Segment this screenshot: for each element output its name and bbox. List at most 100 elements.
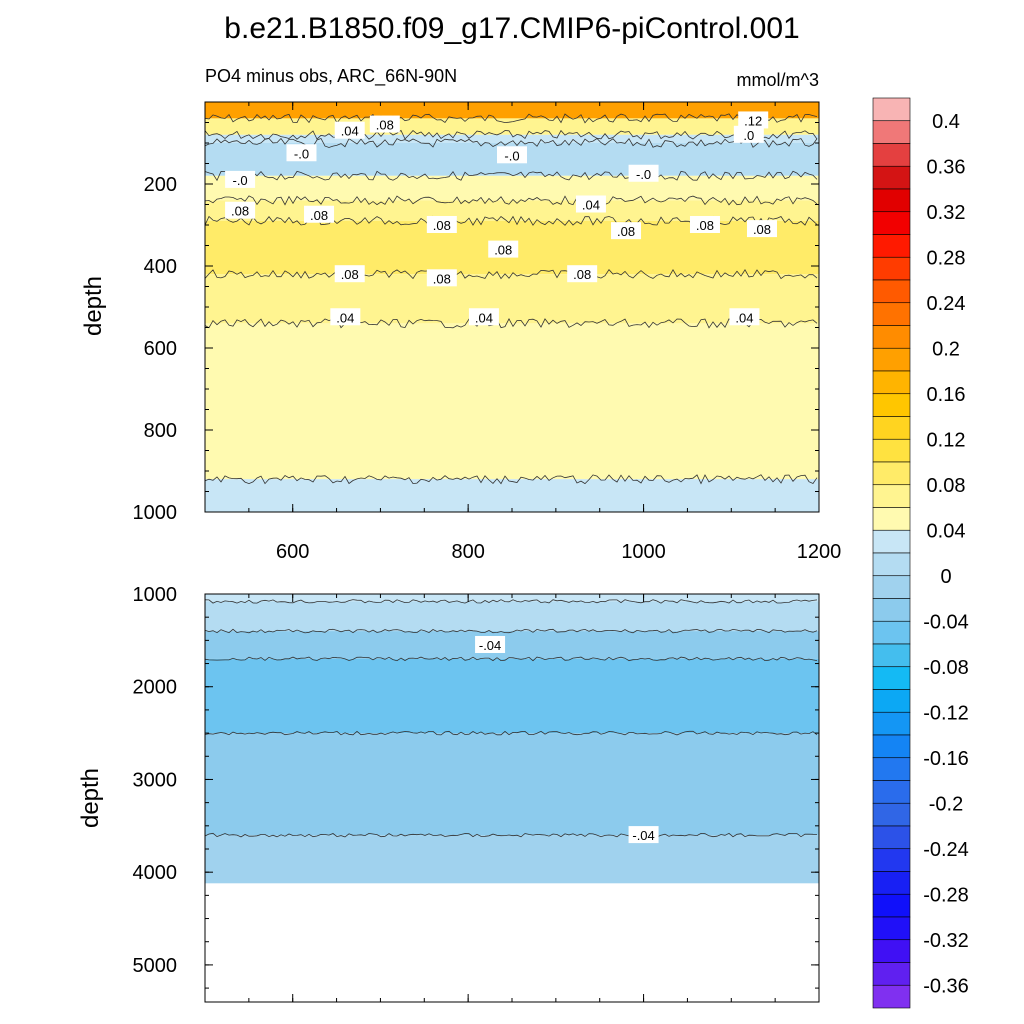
contour-label: .04 (468, 308, 499, 326)
y-tick-label: 1000 (133, 502, 178, 524)
colorbar-box (872, 256, 911, 281)
colorbar-box (872, 416, 911, 440)
colorbar-box (872, 939, 911, 963)
contour-label: .08 (369, 115, 400, 133)
contour-line (204, 113, 818, 124)
bottom-panel-ylabel: depth (77, 768, 104, 828)
colorbar-box (872, 825, 911, 850)
y-tick-label: 800 (144, 420, 177, 442)
contour-label: -.0 (497, 146, 527, 164)
contour-line (204, 599, 818, 604)
bottom-panel-ticks: 1000 2000 3000 4000 5000 (133, 584, 820, 1002)
colorbar-box (872, 302, 911, 326)
contour-label-text: .04 (341, 124, 359, 139)
colorbar-box (872, 757, 911, 781)
contour-line (204, 656, 818, 662)
colorbar-box (872, 507, 911, 531)
contour-label-text: .04 (735, 310, 753, 325)
contour-band (205, 835, 819, 884)
contour-label-text: -.0 (504, 148, 519, 163)
contour-label: .08 (746, 220, 777, 238)
top-panel-ticks: 200 400 600 800 1000 600 800 1000 1200 (133, 101, 842, 563)
contour-label-text: -.0 (294, 146, 309, 161)
colorbar-label: 0.28 (927, 247, 966, 269)
colorbar-box (872, 984, 911, 1009)
contour-band (205, 175, 819, 201)
top-panel-contours (204, 113, 818, 485)
contour-line (204, 129, 818, 140)
contour-label-text: .08 (573, 267, 591, 282)
x-tick-label: 800 (451, 541, 484, 563)
y-tick-label: 1000 (133, 584, 178, 606)
y-tick-label: 400 (144, 256, 177, 278)
contour-label-text: .08 (433, 218, 451, 233)
contour-label-text: .08 (310, 208, 328, 223)
colorbar-box (872, 598, 911, 622)
contour-label: -.04 (475, 636, 506, 653)
colorbar-box (872, 643, 911, 668)
contour-label: .08 (611, 222, 642, 240)
contour-label-text: .0 (743, 128, 754, 143)
contour-label: .08 (567, 265, 598, 283)
contour-label-text: .08 (494, 243, 512, 258)
colorbar-box (872, 552, 911, 577)
colorbar-label: 0.08 (927, 475, 966, 497)
colorbar-box (872, 529, 911, 554)
contour-band (205, 200, 819, 221)
colorbar-label: -0.08 (923, 657, 969, 679)
x-tick-label: 1200 (797, 541, 842, 563)
contour-label-text: .04 (475, 310, 493, 325)
colorbar-box (872, 484, 911, 508)
contour-label-text: .08 (696, 218, 714, 233)
colorbar-box (872, 689, 911, 713)
colorbar-box (872, 962, 911, 986)
colorbar-box (872, 279, 911, 304)
colorbar-box (872, 575, 911, 599)
contour-label: -.0 (225, 170, 256, 188)
colorbar-box (872, 143, 911, 167)
contour-label-text: .08 (231, 204, 249, 219)
contour-label-text: .12 (744, 113, 762, 128)
contour-label: .04 (575, 195, 606, 213)
colorbar-label: 0.24 (927, 293, 966, 315)
chart-title: b.e21.B1850.f09_g17.CMIP6-piControl.001 (224, 12, 799, 45)
top-panel-bands (205, 102, 819, 512)
colorbar-label: 0.12 (927, 429, 966, 451)
contour-label: .08 (334, 265, 365, 283)
colorbar-label: -0.4 (929, 1021, 963, 1024)
colorbar-label: -0.24 (923, 839, 969, 861)
contour-label: .0 (733, 125, 764, 143)
contour-line (204, 195, 818, 206)
contour-band (205, 323, 819, 480)
y-tick-label: 2000 (133, 677, 178, 699)
y-tick-label: 600 (144, 338, 177, 360)
colorbar-box (872, 802, 911, 827)
top-panel-subtitle: PO4 minus obs, ARC_66N-90N (205, 66, 457, 87)
contour-label: -.04 (628, 826, 659, 844)
contour-label-text: .08 (376, 118, 394, 133)
contour-line (204, 832, 818, 838)
contour-band (205, 118, 819, 135)
y-tick-label: 5000 (133, 955, 178, 977)
contour-line (204, 318, 818, 329)
colorbar-box (872, 165, 911, 190)
contour-label-text: -.0 (636, 167, 651, 182)
contour-label: .08 (426, 269, 457, 287)
colorbar-label: -0.2 (929, 793, 963, 815)
x-tick-label: 600 (276, 541, 309, 563)
colorbar-box (872, 347, 911, 372)
bottom-panel-contours (204, 599, 818, 838)
colorbar: 0.4 0.36 0.32 0.28 0.24 0.2 0.16 0.12 0.08 0.04 0 -… (872, 97, 969, 1024)
contour-label-text: .04 (582, 198, 600, 213)
y-tick-label: 3000 (133, 769, 178, 791)
colorbar-box (872, 393, 911, 417)
colorbar-box (872, 780, 911, 804)
contour-label-text: -.0 (232, 173, 247, 188)
contour-line (204, 628, 818, 634)
colorbar-box (872, 734, 911, 759)
top-panel-ylabel: depth (80, 276, 107, 336)
contour-label: .12 (738, 111, 769, 129)
contour-label-text: .04 (336, 310, 354, 325)
contour-line (204, 730, 818, 736)
contour-band (205, 658, 819, 734)
